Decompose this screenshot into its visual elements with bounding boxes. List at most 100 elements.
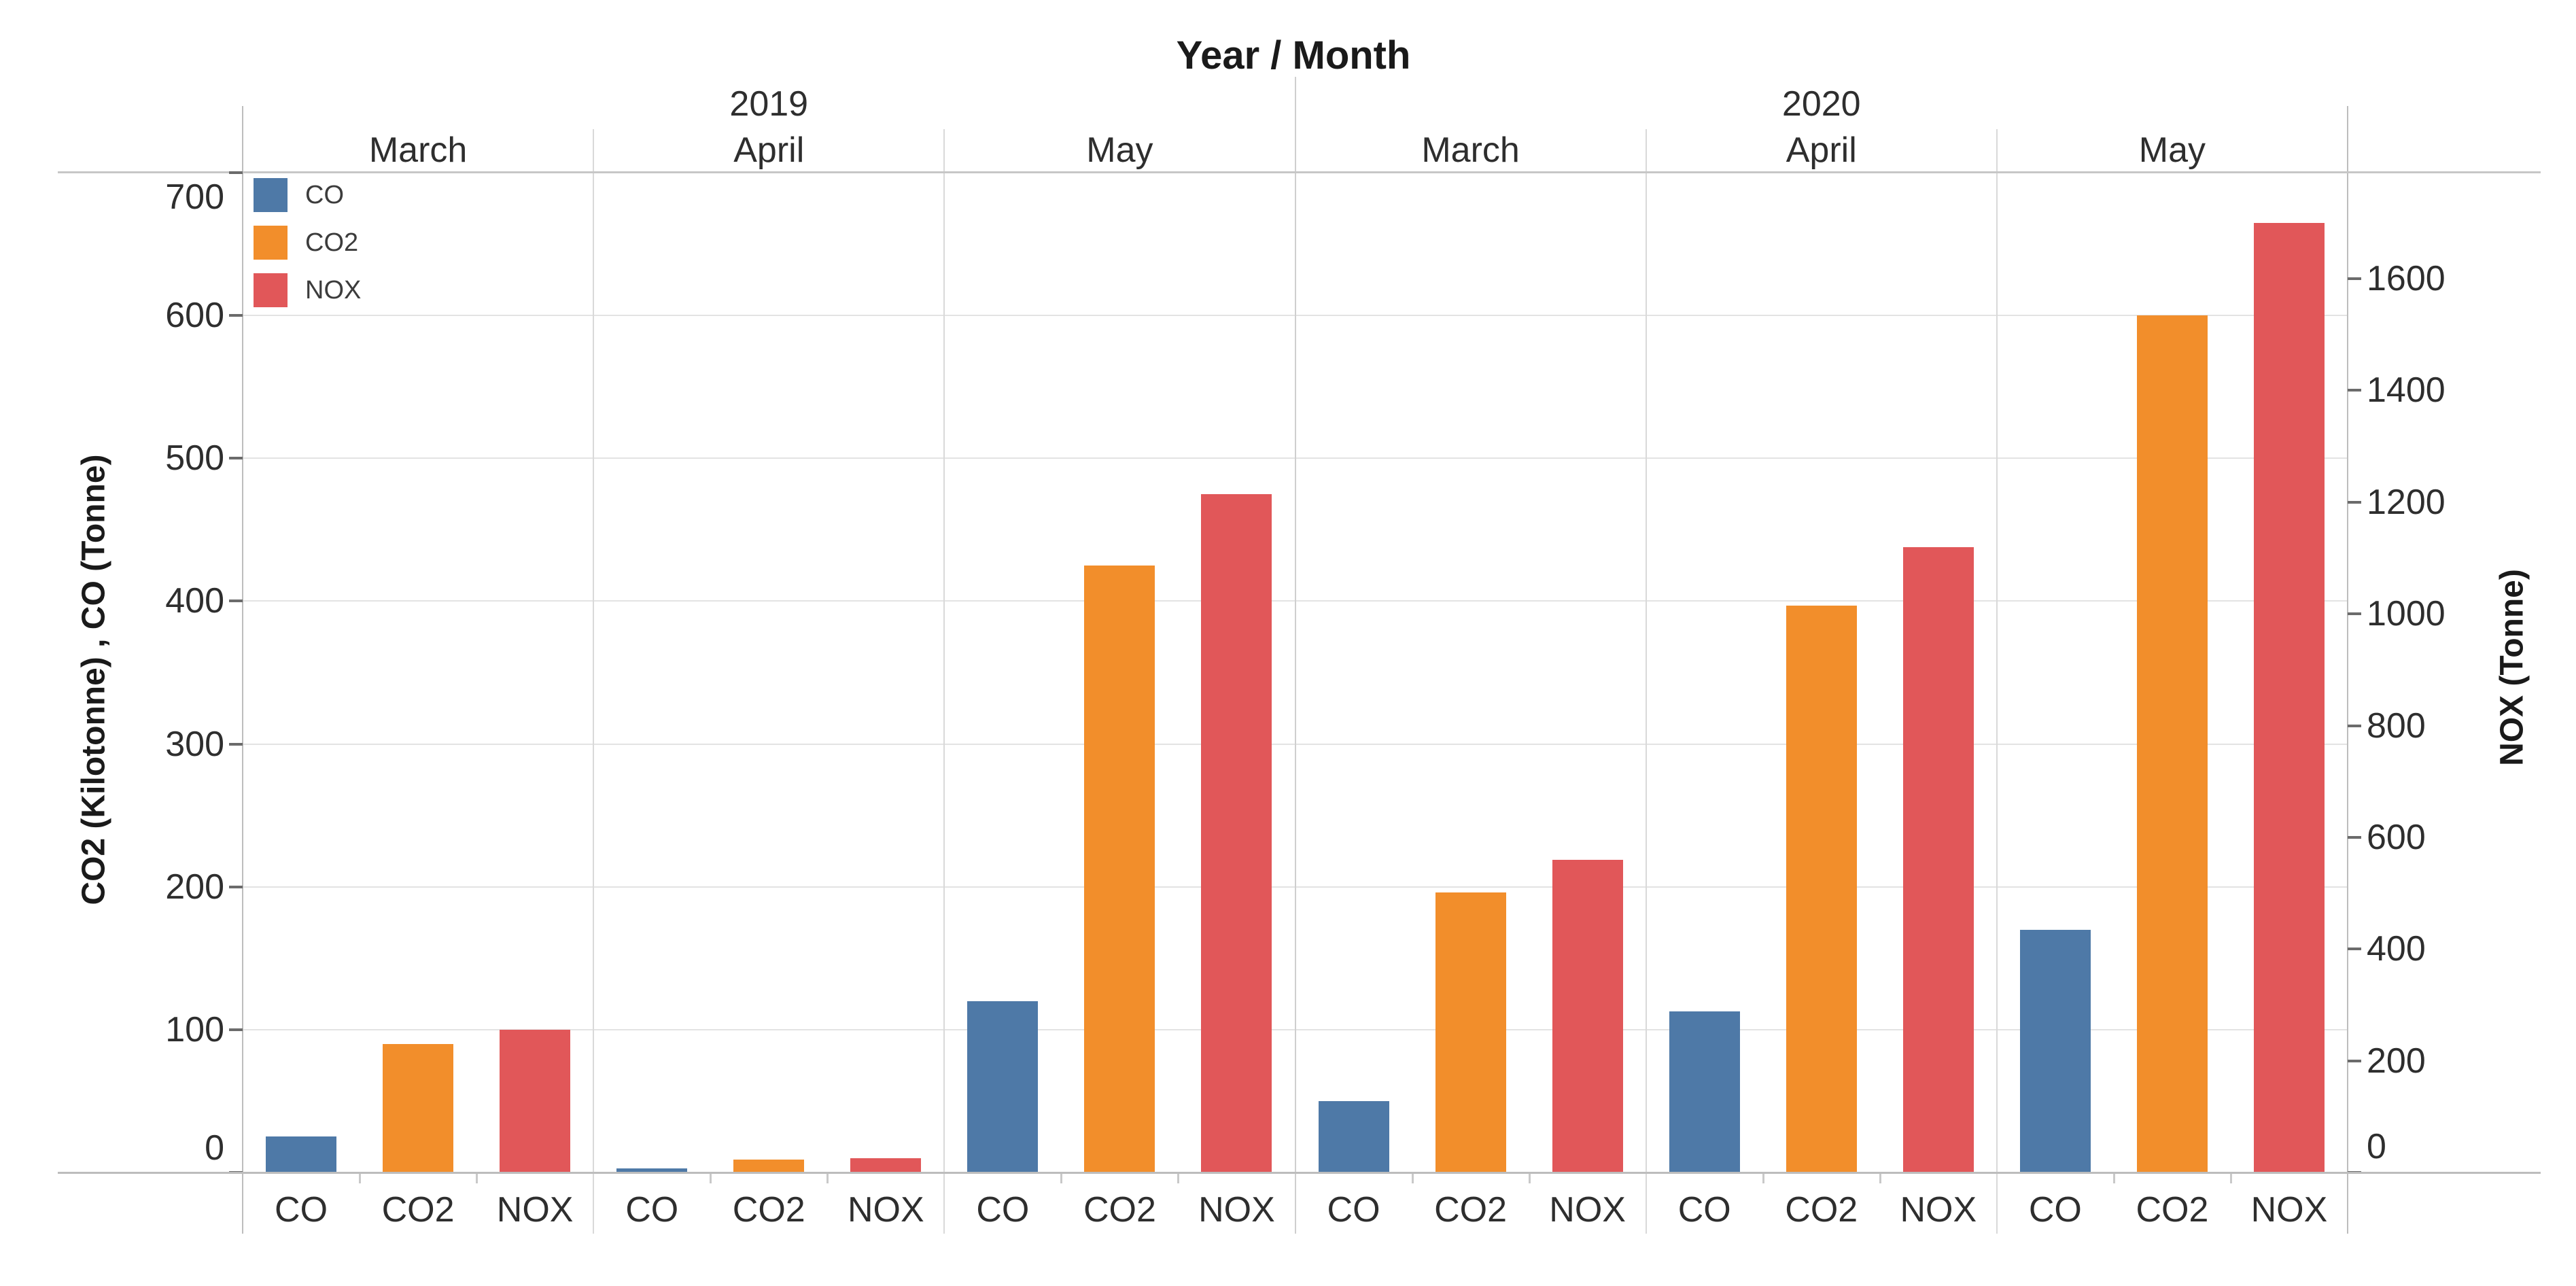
left-axis-tick — [229, 599, 243, 603]
month-divider — [1645, 129, 1647, 1234]
month-header-2020-may: May — [2138, 131, 2206, 170]
year-header-2020: 2020 — [1781, 84, 1861, 124]
legend-swatch-nox — [254, 273, 288, 307]
bar-2020-april-co[interactable] — [1669, 1011, 1740, 1172]
month-header-2019-march: March — [368, 131, 468, 170]
legend-swatch-co — [254, 178, 288, 212]
header-bottom-border — [58, 171, 2541, 173]
legend-item-nox[interactable]: NOX — [254, 273, 361, 307]
left-axis-tick — [229, 457, 243, 460]
x-axis-tick — [2112, 1172, 2115, 1183]
month-divider — [1996, 129, 1998, 1234]
bar-2019-march-co[interactable] — [266, 1136, 337, 1172]
x-tick-label-2020-may-co2: CO2 — [2136, 1190, 2209, 1230]
x-tick-label-2020-may-nox: NOX — [2250, 1190, 2328, 1230]
x-tick-label-2019-march-co2: CO2 — [381, 1190, 455, 1230]
right-axis-tick — [2348, 389, 2361, 392]
x-axis-tick — [1528, 1172, 1531, 1183]
year-header-2019: 2019 — [729, 84, 809, 124]
right-axis-tick-label-1400: 1400 — [2367, 370, 2446, 411]
bar-2020-april-nox[interactable] — [1902, 546, 1974, 1172]
bar-2019-may-nox[interactable] — [1201, 493, 1272, 1172]
bar-2020-april-co2[interactable] — [1786, 605, 1857, 1172]
right-axis-tick — [2348, 500, 2361, 504]
right-axis-tick — [2348, 612, 2361, 616]
left-axis-tick — [229, 1028, 243, 1031]
x-tick-label-2020-march-co: CO — [1327, 1190, 1380, 1230]
left-axis-tick-label-200: 200 — [165, 867, 224, 907]
left-axis-tick-label-300: 300 — [165, 724, 224, 764]
x-tick-label-2019-april-nox: NOX — [847, 1190, 924, 1230]
x-axis-tick — [710, 1172, 712, 1183]
x-tick-label-2019-april-co: CO — [625, 1190, 679, 1230]
left-axis-tick — [229, 742, 243, 746]
x-axis-tick — [1177, 1172, 1180, 1183]
month-divider — [943, 129, 945, 1234]
bar-2020-march-nox[interactable] — [1552, 859, 1623, 1172]
right-axis-tick — [2348, 948, 2361, 951]
legend-label-nox: NOX — [305, 276, 362, 305]
right-axis-tick-label-1000: 1000 — [2367, 594, 2446, 634]
bar-2019-april-co[interactable] — [616, 1168, 688, 1172]
right-axis-tick-label-1200: 1200 — [2367, 482, 2446, 522]
x-tick-label-2020-april-co: CO — [1677, 1190, 1731, 1230]
x-tick-label-2019-may-co: CO — [976, 1190, 1030, 1230]
year-divider — [1294, 77, 1296, 1234]
month-header-2020-april: April — [1786, 131, 1857, 170]
bar-2020-may-co2[interactable] — [2136, 315, 2208, 1172]
bar-2020-march-co[interactable] — [1318, 1100, 1389, 1172]
month-header-2019-may: May — [1086, 131, 1153, 170]
x-axis-tick — [476, 1172, 478, 1183]
left-axis-title: CO2 (Kilotonne) , CO (Tonne) — [75, 454, 112, 905]
x-axis-tick — [2229, 1172, 2232, 1183]
x-tick-label-2019-may-co2: CO2 — [1083, 1190, 1156, 1230]
x-tick-label-2019-april-co2: CO2 — [732, 1190, 805, 1230]
right-axis-tick-label-800: 800 — [2367, 706, 2426, 746]
legend-label-co2: CO2 — [305, 228, 359, 257]
bar-2019-march-nox[interactable] — [500, 1030, 571, 1172]
x-axis-tick — [1060, 1172, 1063, 1183]
right-axis-tick-label-600: 600 — [2367, 817, 2426, 857]
bar-2020-may-nox[interactable] — [2253, 222, 2325, 1172]
x-axis-tick — [1411, 1172, 1414, 1183]
bar-2019-april-nox[interactable] — [850, 1158, 922, 1172]
right-axis-tick — [2348, 835, 2361, 839]
left-axis-tick-label-700: 700 — [165, 177, 224, 217]
x-axis-tick — [826, 1172, 829, 1183]
left-frame-line — [242, 106, 243, 1234]
bar-2019-may-co[interactable] — [967, 1001, 1039, 1172]
x-tick-label-2020-march-nox: NOX — [1549, 1190, 1626, 1230]
bar-2020-may-co[interactable] — [2019, 929, 2091, 1172]
bar-2019-march-co2[interactable] — [383, 1043, 454, 1172]
x-tick-label-2020-march-co2: CO2 — [1434, 1190, 1508, 1230]
x-axis-baseline — [58, 1172, 2541, 1174]
x-tick-label-2020-may-co: CO — [2028, 1190, 2082, 1230]
legend-swatch-co2 — [254, 226, 288, 260]
bar-2019-may-co2[interactable] — [1084, 565, 1155, 1172]
right-frame-line — [2347, 106, 2348, 1234]
right-axis-tick-label-400: 400 — [2367, 929, 2426, 969]
bar-2020-march-co2[interactable] — [1435, 892, 1506, 1172]
left-axis-tick — [229, 171, 243, 174]
x-axis-tick — [1762, 1172, 1764, 1183]
legend-item-co2[interactable]: CO2 — [254, 226, 358, 260]
right-axis-tick — [2348, 277, 2361, 281]
left-axis-tick-label-100: 100 — [165, 1009, 224, 1049]
right-axis-tick-label-1600: 1600 — [2367, 259, 2446, 299]
right-axis-tick-label-200: 200 — [2367, 1041, 2426, 1081]
x-tick-label-2019-march-co: CO — [275, 1190, 328, 1230]
chart-title: Year / Month — [1176, 33, 1411, 77]
x-axis-tick — [1879, 1172, 1881, 1183]
month-header-2020-march: March — [1421, 131, 1520, 170]
left-axis-tick-label-400: 400 — [165, 581, 224, 621]
left-axis-tick-label-600: 600 — [165, 296, 224, 336]
x-tick-label-2019-may-nox: NOX — [1198, 1190, 1275, 1230]
bar-2019-april-co2[interactable] — [733, 1160, 805, 1172]
legend-label-co: CO — [305, 181, 344, 209]
left-axis-tick-label-500: 500 — [165, 438, 224, 479]
x-axis-tick — [359, 1172, 362, 1183]
legend-item-co[interactable]: CO — [254, 178, 344, 212]
right-axis-tick-label-0: 0 — [2367, 1127, 2386, 1166]
right-axis-tick — [2348, 1059, 2361, 1062]
